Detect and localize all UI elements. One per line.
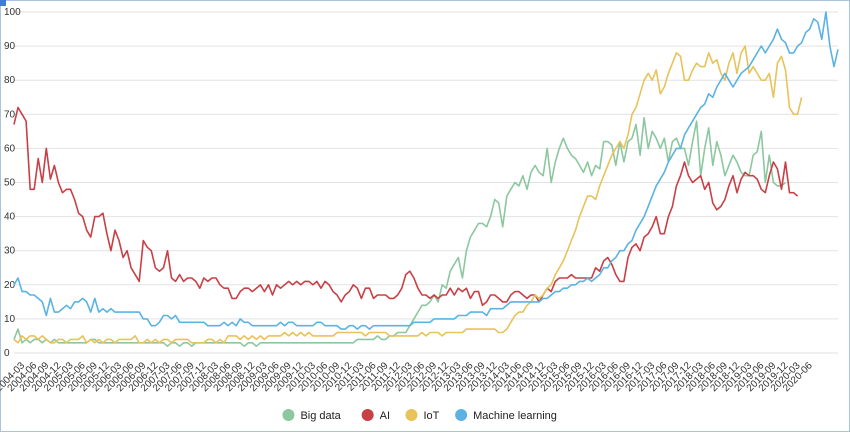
y-tick-label: 10: [4, 314, 16, 325]
y-tick-label: 90: [4, 41, 16, 52]
legend-swatch-machine-learning: [455, 409, 468, 421]
y-tick-label: 80: [4, 75, 16, 86]
y-tick-label: 50: [4, 178, 16, 189]
y-tick-label: 60: [4, 143, 16, 154]
legend: Big data AI IoT Machine learning: [282, 409, 557, 422]
legend-swatch-big-data: [282, 409, 295, 421]
y-tick-label: 70: [4, 109, 16, 120]
corner-handle: [0, 0, 6, 6]
y-axis-ticks: 0 10 20 30 40 50 60 70 80 90 100: [4, 7, 21, 359]
y-tick-label: 0: [4, 348, 10, 359]
series-lines: [13, 11, 839, 348]
legend-swatch-ai: [361, 409, 374, 421]
legend-label-ai: AI: [380, 410, 390, 422]
legend-label-big-data: Big data: [300, 410, 341, 422]
x-axis-ticks: 2004-032004-062004-092004-122005-032005-…: [0, 360, 815, 394]
legend-label-machine-learning: Machine learning: [473, 410, 557, 422]
series-line-machine-learning: [13, 11, 839, 330]
y-tick-label: 100: [4, 7, 21, 18]
series-line-ai: [13, 106, 799, 307]
y-tick-label: 20: [4, 280, 16, 291]
legend-swatch-iot: [405, 409, 418, 421]
series-line-iot: [13, 45, 803, 344]
grid-lines: [14, 11, 838, 354]
y-tick-label: 30: [4, 246, 16, 257]
legend-label-iot: IoT: [423, 410, 439, 422]
y-tick-label: 40: [4, 212, 16, 223]
